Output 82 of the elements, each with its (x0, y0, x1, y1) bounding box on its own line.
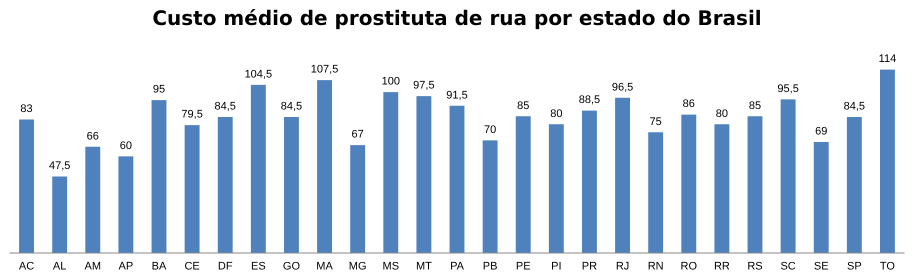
x-tick-label: MT (416, 260, 432, 272)
data-label: 96,5 (612, 81, 634, 94)
data-label: 84,5 (844, 100, 866, 113)
x-tick-label: PA (450, 260, 465, 272)
data-label: 86 (682, 98, 695, 110)
x-tick-label: MA (316, 260, 334, 272)
bar (615, 98, 630, 253)
bar (218, 117, 233, 253)
data-label: 70 (484, 124, 496, 136)
x-tick-label: RR (714, 260, 730, 272)
bar (814, 142, 829, 253)
x-tick-label: PE (516, 260, 531, 272)
data-label: 80 (716, 108, 728, 120)
x-tick-label: SE (814, 260, 829, 272)
bar (284, 117, 299, 253)
x-tick-label: TO (880, 260, 896, 272)
bar (383, 92, 398, 253)
bar (516, 116, 531, 253)
bar (681, 114, 696, 253)
bar (19, 119, 34, 253)
data-label: 80 (550, 108, 562, 120)
data-label: 47,5 (48, 160, 70, 172)
data-label: 75 (650, 116, 662, 128)
bar (85, 146, 100, 253)
x-tick-label: BA (152, 260, 167, 272)
data-label: 91,5 (446, 89, 468, 102)
x-tick-label: CE (184, 260, 200, 272)
x-tick-label: GO (282, 260, 300, 272)
x-tick-label: MG (348, 260, 367, 272)
data-label: 67 (352, 128, 364, 141)
data-label: 83 (20, 102, 33, 115)
bar (846, 117, 862, 253)
bar (880, 70, 895, 253)
data-label: 97,5 (413, 80, 435, 92)
data-label: 107,5 (310, 64, 338, 76)
bar (780, 99, 796, 253)
data-label: 85 (517, 100, 530, 112)
x-tick-label: ES (250, 260, 266, 272)
x-tick-label: RS (747, 260, 763, 272)
x-tick-label: DF (218, 260, 233, 272)
bar (748, 116, 762, 253)
data-label: 85 (748, 100, 762, 112)
bar (416, 96, 432, 253)
bar (450, 106, 464, 253)
data-label: 84,5 (280, 100, 302, 113)
data-label: 95,5 (777, 82, 799, 95)
x-tick-label: PB (482, 260, 498, 272)
bar (714, 124, 730, 253)
x-tick-label: AC (18, 260, 34, 272)
bar (184, 125, 200, 253)
data-label: 100 (382, 76, 400, 88)
bar (548, 124, 564, 253)
data-label: 66 (86, 130, 99, 142)
x-tick-label: RO (680, 260, 698, 272)
bar (250, 84, 266, 253)
bar (118, 156, 134, 253)
data-label: 79,5 (181, 108, 203, 121)
data-label: 114 (878, 53, 896, 66)
x-tick-label: PR (582, 260, 598, 272)
x-tick-label: SC (780, 260, 796, 272)
bar (482, 140, 498, 253)
x-tick-label: RJ (616, 260, 630, 272)
x-tick-label: MS (382, 260, 400, 272)
data-label: 104,5 (244, 68, 272, 80)
bar (317, 80, 332, 253)
x-tick-label: AP (118, 260, 134, 272)
x-tick-label: AL (52, 260, 66, 272)
data-label: 84,5 (214, 100, 236, 113)
bar (152, 100, 166, 253)
chart-title: Custo médio de prostituta de rua por estado do Brasil (152, 6, 762, 30)
data-label: 88,5 (578, 94, 600, 106)
bar (350, 145, 366, 253)
data-label: 69 (815, 125, 828, 138)
x-tick-label: SP (846, 260, 862, 272)
x-tick-label: PI (551, 260, 562, 272)
data-label: 60 (120, 140, 132, 152)
bar (582, 110, 597, 253)
bar (52, 176, 68, 253)
data-label: 95 (152, 84, 166, 96)
bar (648, 132, 664, 253)
x-tick-label: RN (648, 260, 664, 272)
x-tick-label: AM (84, 260, 102, 272)
